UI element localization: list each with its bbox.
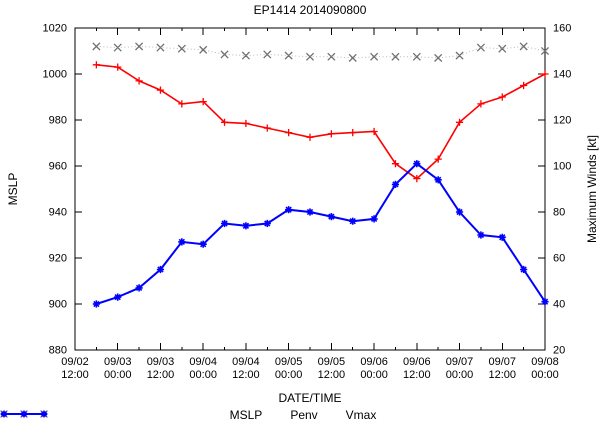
y-tick-label-right: 140 [553,69,571,81]
y-tick-label-left: 1000 [43,69,67,81]
series-markers-penv [92,42,550,62]
x-tick-label: 09/03 00:00 [104,356,132,381]
y-axis-label-right: Maximum Winds [kt] [585,134,599,244]
y-tick-label-left: 1020 [43,23,67,35]
x-tick-label: 09/06 00:00 [360,356,388,381]
series-line-penv [96,45,546,59]
y-tick-label-right: 160 [553,23,571,35]
series-line-vmax [96,162,546,305]
legend: MSLP Penv Vmax [0,408,606,422]
legend-item-mslp: MSLP [0,408,263,422]
x-axis-label: DATE/TIME [278,391,342,405]
y-tick-label-left: 920 [49,253,67,265]
series-markers-mslp [92,61,549,183]
y-tick-label-left: 980 [49,115,67,127]
y-axis-label-left: MSLP [6,172,20,206]
y-tick-label-right: 20 [553,345,565,357]
series-markers-vmax [92,160,549,308]
legend-label: Vmax [345,408,377,422]
x-tick-label: 09/03 12:00 [147,356,175,381]
y-tick-label-left: 960 [49,161,67,173]
x-tick-label: 09/04 12:00 [232,356,260,381]
y-tick-label-right: 40 [553,299,565,311]
x-tick-label: 09/07 12:00 [489,356,517,381]
series-line-mslp [96,64,546,180]
y-tick-label-right: 80 [553,207,565,219]
y-tick-label-left: 940 [49,207,67,219]
x-tick-label: 09/05 00:00 [275,356,303,381]
legend-item-penv: Penv [0,408,318,422]
legend-item-vmax: Vmax [0,408,377,422]
x-tick-label: 09/02 12:00 [61,356,89,381]
y-tick-label-left: 880 [49,345,67,357]
x-tick-label: 09/05 12:00 [318,356,346,381]
y-tick-label-left: 900 [49,299,67,311]
y-tick-label-right: 100 [553,161,571,173]
legend-swatch-vmax [0,410,48,418]
x-tick-label: 09/06 12:00 [403,356,431,381]
y-tick-label-right: 60 [553,253,565,265]
chart-title: EP1414 2014090800 [253,3,367,17]
x-tick-label: 09/07 00:00 [446,356,474,381]
x-tick-label: 09/08 00:00 [531,356,559,381]
y-tick-label-right: 120 [553,115,571,127]
x-tick-label: 09/04 00:00 [189,356,217,381]
legend-label: Penv [290,408,318,422]
legend-label: MSLP [229,408,263,422]
